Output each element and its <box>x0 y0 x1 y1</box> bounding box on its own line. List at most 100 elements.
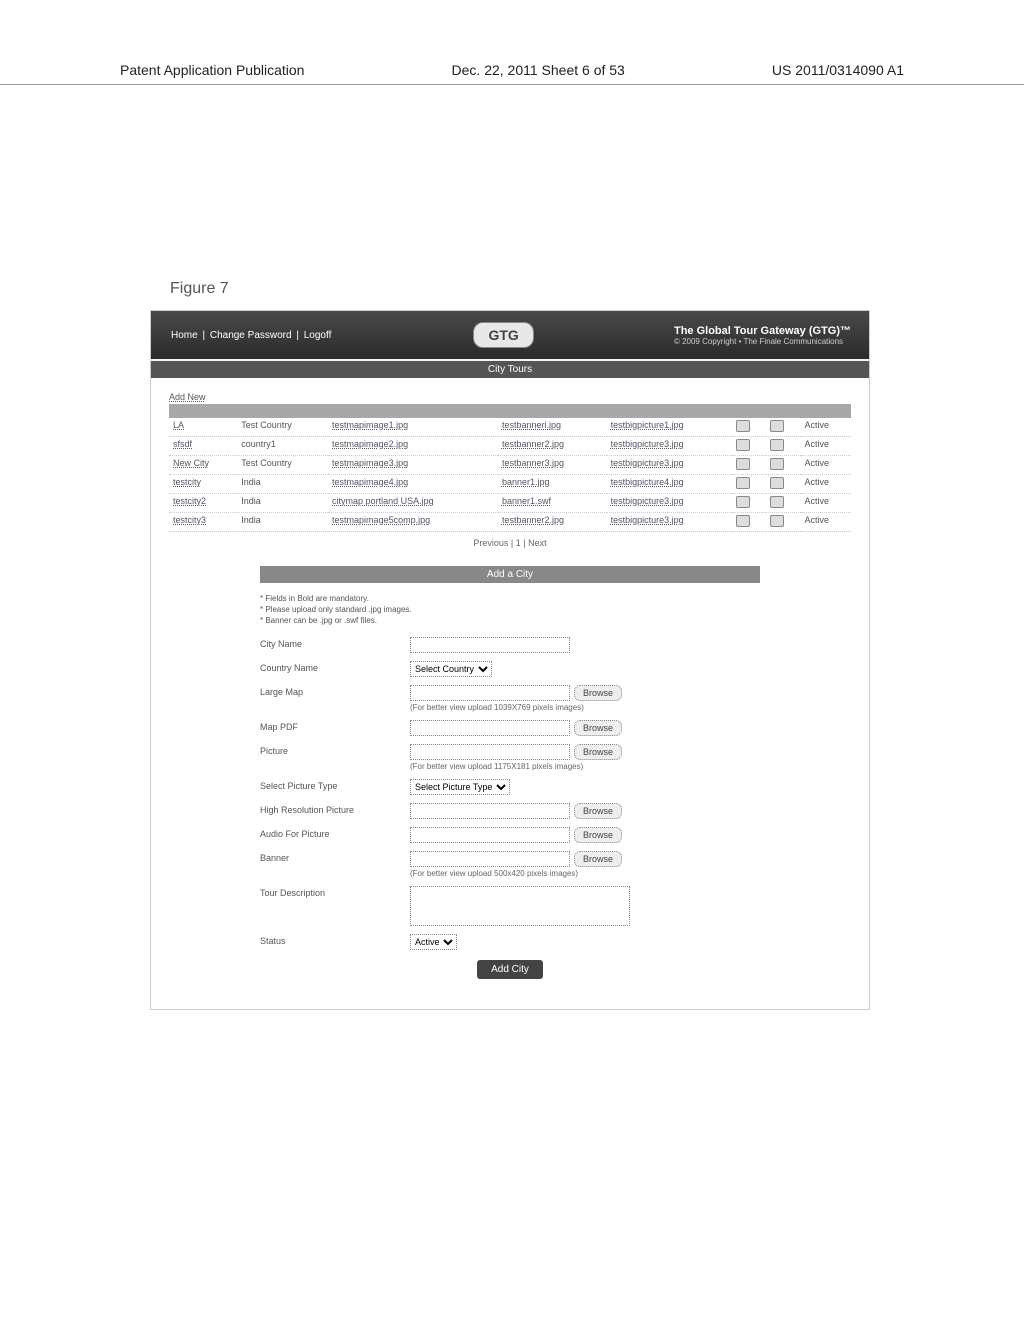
form-notes: * Fields in Bold are mandatory. * Please… <box>260 593 760 627</box>
add-city-form: Add a City * Fields in Bold are mandator… <box>260 566 760 979</box>
cell-country: Test Country <box>237 418 328 437</box>
table-row: testcityIndiatestmapimage4.jpgbanner1.jp… <box>169 475 851 494</box>
publication-header: Patent Application Publication Dec. 22, … <box>0 56 1024 85</box>
form-title: Add a City <box>260 566 760 583</box>
edit-icon[interactable] <box>736 496 750 508</box>
section-title-bar: City Tours <box>151 361 869 378</box>
top-nav: Home | Change Password | Logoff <box>169 330 333 341</box>
select-picture-type[interactable]: Select Picture Type <box>410 779 510 795</box>
map-link[interactable]: testmapimage1.jpg <box>332 420 408 430</box>
label-country-name: Country Name <box>260 661 410 673</box>
edit-icon[interactable] <box>736 439 750 451</box>
picture-link[interactable]: testbigpicture3.jpg <box>611 439 684 449</box>
app-header: Home | Change Password | Logoff GTG The … <box>151 311 869 359</box>
textarea-tour-desc[interactable] <box>410 886 630 926</box>
city-link[interactable]: New City <box>173 458 209 468</box>
picture-link[interactable]: testbigpicture3.jpg <box>611 515 684 525</box>
content: Add New LA Test Country testmapimage1.jpg t… <box>151 378 869 1009</box>
hint-picture: (For better view upload 1175X181 pixels … <box>410 762 760 771</box>
picture-link[interactable]: testbigpicture4.jpg <box>611 477 684 487</box>
label-high-res: High Resolution Picture <box>260 803 410 815</box>
label-map-pdf: Map PDF <box>260 720 410 732</box>
input-large-map[interactable] <box>410 685 570 701</box>
cell-country: India <box>237 494 328 513</box>
banner-link[interactable]: testbanner2.jpg <box>502 439 564 449</box>
nav-home[interactable]: Home <box>171 330 198 341</box>
delete-icon[interactable] <box>770 420 784 432</box>
city-link[interactable]: testcity3 <box>173 515 206 525</box>
input-picture[interactable] <box>410 744 570 760</box>
brand-block: The Global Tour Gateway (GTG)™ © 2009 Co… <box>674 325 851 346</box>
delete-icon[interactable] <box>770 477 784 489</box>
select-status[interactable]: Active <box>410 934 457 950</box>
edit-icon[interactable] <box>736 477 750 489</box>
delete-icon[interactable] <box>770 439 784 451</box>
input-banner[interactable] <box>410 851 570 867</box>
city-table: LA Test Country testmapimage1.jpg testbanne… <box>169 418 851 532</box>
table-row: sfsdf country1 testmapimage2.jpg testbanner… <box>169 437 851 456</box>
browse-picture[interactable]: Browse <box>574 744 622 760</box>
cell-status: Active <box>801 418 851 437</box>
pub-right: US 2011/0314090 A1 <box>772 62 904 78</box>
picture-link[interactable]: testbigpicture3.jpg <box>611 458 684 468</box>
picture-link[interactable]: testbigpicture1.jpg <box>611 420 684 430</box>
banner-link[interactable]: testbanner2.jpg <box>502 515 564 525</box>
picture-link[interactable]: testbigpicture3.jpg <box>611 496 684 506</box>
pager[interactable]: Previous | 1 | Next <box>169 538 851 548</box>
cell-status: Active <box>801 437 851 456</box>
brand-subtitle: © 2009 Copyright • The Finale Communicat… <box>674 337 851 346</box>
city-link[interactable]: sfsdf <box>173 439 192 449</box>
label-picture-type: Select Picture Type <box>260 779 410 791</box>
delete-icon[interactable] <box>770 515 784 527</box>
browse-high-res[interactable]: Browse <box>574 803 622 819</box>
map-link[interactable]: testmapimage2.jpg <box>332 439 408 449</box>
map-link[interactable]: testmapimage3.jpg <box>332 458 408 468</box>
cell-status: Active <box>801 513 851 532</box>
city-link[interactable]: testcity2 <box>173 496 206 506</box>
banner-link[interactable]: banner1.swf <box>502 496 551 506</box>
table-row: testcity2 India citymap portland USA.jpg ba… <box>169 494 851 513</box>
cell-country: Test Country <box>237 456 328 475</box>
select-country[interactable]: Select Country <box>410 661 492 677</box>
edit-icon[interactable] <box>736 458 750 470</box>
brand-title: The Global Tour Gateway (GTG)™ <box>674 325 851 337</box>
browse-banner[interactable]: Browse <box>574 851 622 867</box>
add-city-button[interactable]: Add City <box>477 960 543 979</box>
edit-icon[interactable] <box>736 420 750 432</box>
input-map-pdf[interactable] <box>410 720 570 736</box>
city-link[interactable]: LA <box>173 420 184 430</box>
delete-icon[interactable] <box>770 496 784 508</box>
label-city-name: City Name <box>260 637 410 649</box>
browse-map-pdf[interactable]: Browse <box>574 720 622 736</box>
cell-country: country1 <box>237 437 328 456</box>
banner-link[interactable]: testbanneri.jpg <box>502 420 561 430</box>
city-link[interactable]: testcity <box>173 477 201 487</box>
map-link[interactable]: citymap portland USA.jpg <box>332 496 434 506</box>
input-audio[interactable] <box>410 827 570 843</box>
banner-link[interactable]: testbanner3.jpg <box>502 458 564 468</box>
add-new-link[interactable]: Add New <box>169 392 206 402</box>
input-high-res[interactable] <box>410 803 570 819</box>
map-link[interactable]: testmapimage4.jpg <box>332 477 408 487</box>
input-city-name[interactable] <box>410 637 570 653</box>
hint-large-map: (For better view upload 1039X769 pixels … <box>410 703 760 712</box>
pub-center: Dec. 22, 2011 Sheet 6 of 53 <box>452 62 625 78</box>
app-window: Home | Change Password | Logoff GTG The … <box>150 310 870 1010</box>
label-large-map: Large Map <box>260 685 410 697</box>
label-tour-desc: Tour Description <box>260 886 410 898</box>
browse-large-map[interactable]: Browse <box>574 685 622 701</box>
nav-logoff[interactable]: Logoff <box>304 330 332 341</box>
map-link[interactable]: testmapimage5comp.jpg <box>332 515 430 525</box>
edit-icon[interactable] <box>736 515 750 527</box>
nav-change-password[interactable]: Change Password <box>210 330 292 341</box>
cell-status: Active <box>801 494 851 513</box>
browse-audio[interactable]: Browse <box>574 827 622 843</box>
label-audio: Audio For Picture <box>260 827 410 839</box>
table-row: New City Test Country testmapimage3.jpg tes… <box>169 456 851 475</box>
cell-status: Active <box>801 475 851 494</box>
banner-link[interactable]: banner1.jpg <box>502 477 550 487</box>
note-2: * Please upload only standard .jpg image… <box>260 604 760 615</box>
figure-label: Figure 7 <box>170 280 229 298</box>
hint-banner: (For better view upload 500x420 pixels i… <box>410 869 760 878</box>
delete-icon[interactable] <box>770 458 784 470</box>
